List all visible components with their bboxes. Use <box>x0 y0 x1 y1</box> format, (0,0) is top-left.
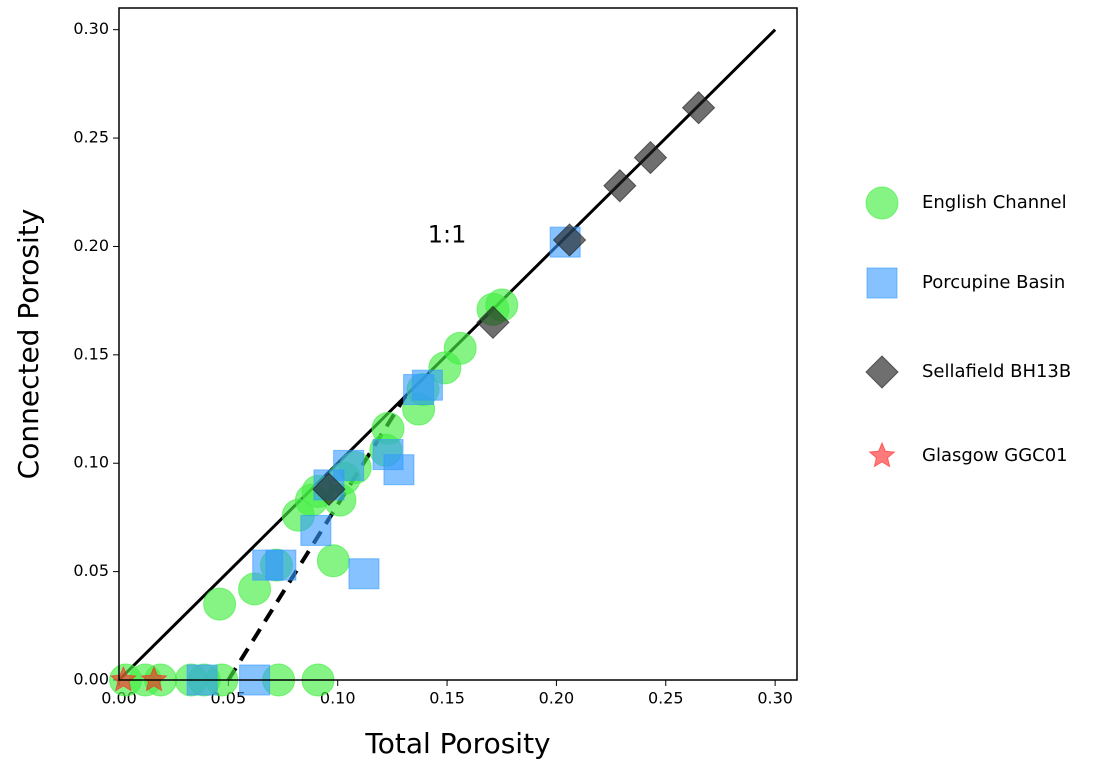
y-tick-label: 0.25 <box>73 128 109 147</box>
legend-item: Glasgow GGC01 <box>868 441 1068 468</box>
legend: English Channel Porcupine Basin Sellafield… <box>865 186 1071 468</box>
point <box>476 305 510 340</box>
legend-item: Porcupine Basin <box>866 267 1065 299</box>
point <box>443 331 477 365</box>
x-tick-label: 0.10 <box>320 689 356 708</box>
legend-marker <box>865 355 899 389</box>
point <box>140 665 168 692</box>
series <box>109 665 168 692</box>
legend-item: Sellafield BH13B <box>865 355 1071 389</box>
legend-label: Glasgow GGC01 <box>922 445 1068 466</box>
point <box>383 454 415 486</box>
y-tick-label: 0.15 <box>73 344 109 363</box>
y-axis-label: Connected Porosity <box>12 209 45 480</box>
legend-label: Porcupine Basin <box>922 272 1065 293</box>
x-tick-label: 0.15 <box>429 689 465 708</box>
annotation: 1:1 <box>428 221 467 249</box>
legend-marker <box>865 186 899 220</box>
legend-item: English Channel <box>865 186 1067 220</box>
plot-frame <box>118 7 798 681</box>
series <box>186 226 581 696</box>
legend-label: English Channel <box>922 192 1067 213</box>
point <box>312 472 346 506</box>
point <box>203 587 237 621</box>
point <box>316 544 350 578</box>
y-tick-label: 0.30 <box>73 19 109 38</box>
point <box>300 514 332 546</box>
y-tick-label: 0.00 <box>73 670 109 689</box>
y-tick-label: 0.20 <box>73 236 109 255</box>
point <box>109 665 137 692</box>
legend-marker <box>868 441 896 468</box>
point <box>411 369 443 401</box>
point <box>552 223 587 257</box>
legend-label: Sellafield BH13B <box>922 361 1071 382</box>
x-tick-label: 0.25 <box>648 689 684 708</box>
point <box>633 140 668 175</box>
x-tick-label: 0.20 <box>539 689 575 708</box>
point <box>333 449 365 481</box>
x-tick-label: 0.30 <box>757 689 793 708</box>
point <box>348 558 380 590</box>
point <box>681 91 716 125</box>
point <box>265 549 297 581</box>
y-tick-label: 0.10 <box>73 453 109 472</box>
legend-marker <box>866 267 898 299</box>
point <box>603 169 637 203</box>
series <box>312 91 716 506</box>
x-axis-label: Total Porosity <box>364 727 550 760</box>
y-tick-label: 0.05 <box>73 561 109 580</box>
